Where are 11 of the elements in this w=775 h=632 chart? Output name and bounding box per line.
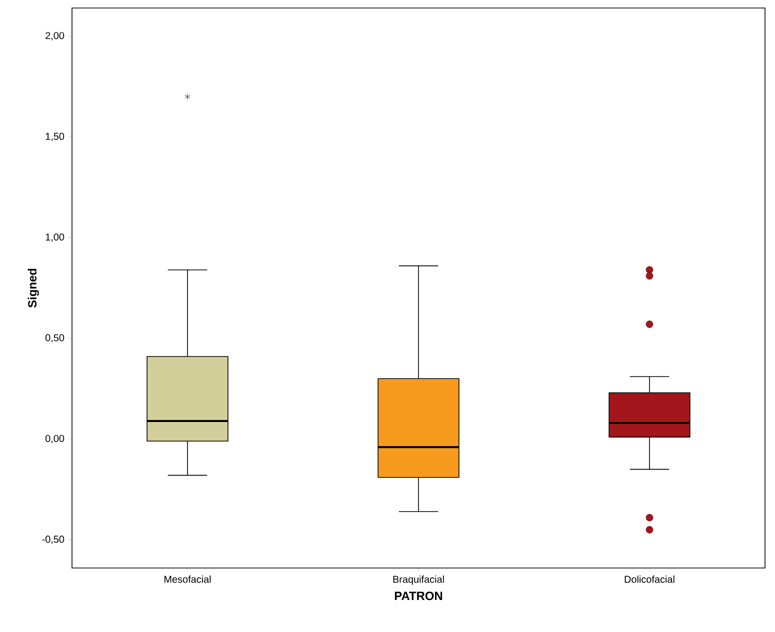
y-axis-title: Signed [28,268,39,308]
y-tick-label: 2,00 [46,32,64,40]
y-tick-label: 0,50 [45,334,64,342]
x-tick-label: Dolicofacial [624,576,674,583]
y-tick-label: 0,00 [45,434,64,444]
x-tick-label: Braquifacial [393,576,444,585]
y-tick-label: -0,50 [42,536,64,544]
x-tick-label: Mesofacial [164,576,211,583]
x-axis-title: PATRON [394,592,442,600]
y-tick-label: 1,00 [46,234,64,242]
y-tick-label: 1,50 [46,132,64,142]
